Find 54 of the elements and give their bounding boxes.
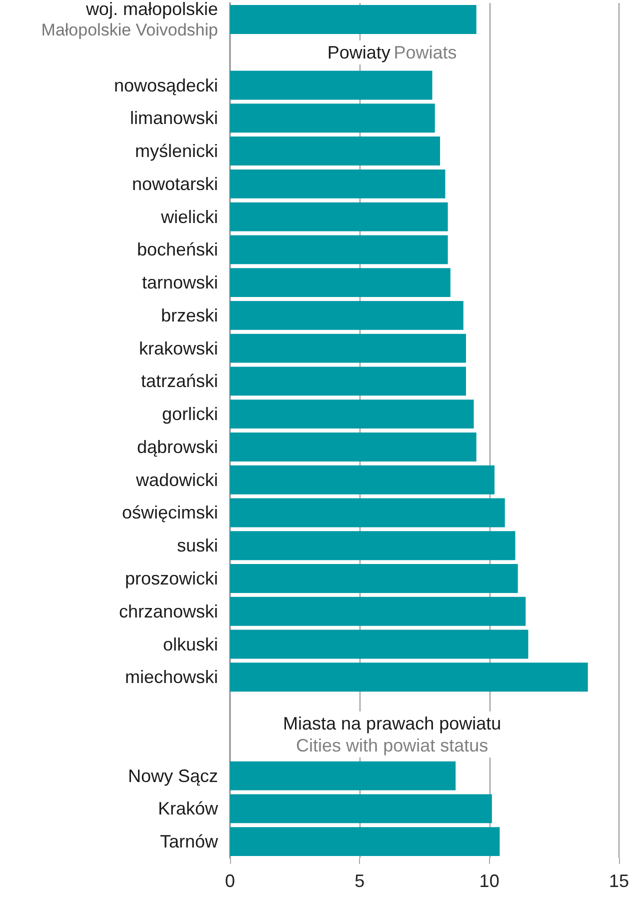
annotation: Miasta na prawach powiatu [283,713,502,734]
x-tick-label: 10 [479,871,500,891]
bar [230,794,492,824]
y-tick-label: dąbrowski [136,436,218,457]
y-tick-label: Kraków [158,798,219,819]
annotation: Powiats [394,42,457,62]
y-tick-label: wielicki [160,206,218,227]
y-tick-label: proszowicki [124,568,218,588]
bar [230,202,448,232]
bar [230,465,495,494]
y-tick-label: bocheński [136,240,218,260]
y-tick-label: brzeski [160,305,218,326]
y-tick-label: myślenicki [134,141,218,162]
x-tick-label: 0 [224,871,236,891]
y-tick-label: woj. małopolskie Małopolskie Voivodship [41,0,218,40]
y-tick-label: olkuski [162,634,218,654]
bar [230,498,505,528]
y-tick-label: krakowski [138,338,218,358]
annotation: Powiaty [327,42,390,62]
bar [230,169,446,198]
annotation: Cities with powiat status [296,735,488,756]
y-tick-label: nowotarski [132,174,218,194]
bar [230,400,474,429]
y-tick-label: chrzanowski [118,601,218,622]
bar [230,630,528,659]
bar [230,334,466,363]
y-tick-label: limanowski [130,108,218,128]
bar [230,432,476,462]
y-tick-label: tarnowski [142,272,218,293]
y-tick-label: Nowy Sącz [128,766,218,786]
y-tick-label: miechowski [124,667,218,688]
bar [230,70,432,100]
bar [230,268,450,298]
bar [230,5,476,34]
y-tick-label: gorlicki [162,404,218,424]
y-tick-label: wadowicki [134,470,218,490]
bar [230,366,466,396]
y-tick-label: suski [176,536,218,556]
x-tick-label: 15 [608,871,630,891]
bar [230,300,464,330]
bar [230,827,500,856]
bar [230,662,588,692]
y-tick-label: tatrzański [140,371,218,392]
bar [230,235,448,264]
bar [230,104,435,133]
bar [230,761,456,790]
bar [230,564,518,593]
bar [230,596,526,626]
bar [230,136,440,166]
y-tick-label: oświęcimski [122,502,218,523]
y-tick-label: nowosądecki [114,75,218,96]
bar [230,531,516,560]
x-tick-label: 5 [354,871,365,891]
y-tick-label: Tarnów [160,832,219,852]
